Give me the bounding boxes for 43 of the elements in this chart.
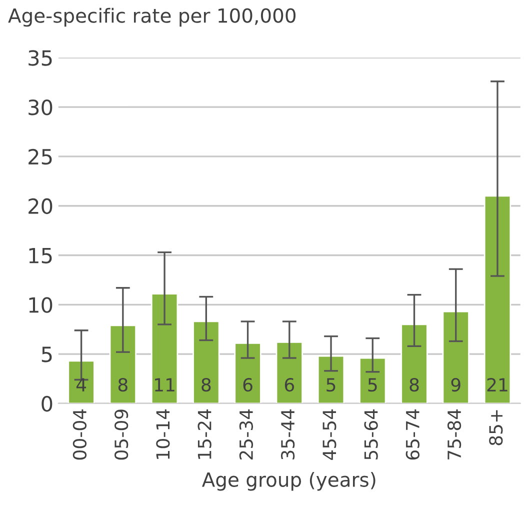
bar — [109, 324, 137, 404]
bar — [359, 357, 386, 404]
y-tick-label: 0 — [42, 396, 52, 412]
x-tick-label: 75-84 — [447, 409, 462, 460]
data-label: 4 — [76, 378, 86, 392]
x-axis-title: Age group (years) — [202, 472, 376, 491]
y-tick-label: 5 — [42, 346, 52, 362]
data-label: 21 — [487, 378, 508, 392]
x-tick-label: 85+ — [489, 410, 503, 446]
y-tick-label: 25 — [28, 148, 52, 165]
data-label: 9 — [451, 378, 460, 392]
data-label: 8 — [118, 378, 128, 392]
y-tick-label: 10 — [29, 297, 52, 313]
data-label: 6 — [243, 378, 252, 392]
bar — [68, 360, 95, 404]
y-tick-label: 20 — [28, 198, 52, 214]
data-label: 6 — [284, 378, 294, 392]
data-label: 5 — [326, 378, 336, 392]
y-tick-label: 30 — [28, 100, 52, 116]
x-tick-label: 05-09 — [114, 410, 128, 460]
bar — [192, 320, 220, 404]
y-tick-label: 35 — [28, 50, 52, 66]
bar — [150, 293, 178, 404]
x-tick-label: 35-44 — [280, 409, 295, 460]
bar — [484, 195, 512, 404]
y-axis-title: Age-specific rate per 100,000 — [8, 8, 296, 27]
x-tick-label: 10-14 — [156, 409, 170, 459]
data-label: 5 — [368, 378, 377, 392]
bar — [276, 342, 303, 404]
x-tick-label: 45-54 — [322, 409, 336, 460]
x-tick-label: 55-64 — [364, 409, 378, 460]
bar — [400, 324, 428, 404]
data-label: 8 — [202, 378, 211, 392]
bar — [317, 355, 345, 404]
y-tick-label: 15 — [29, 248, 52, 264]
x-tick-label: 15-24 — [198, 409, 212, 459]
data-label: 11 — [155, 378, 174, 392]
x-tick-label: 65-74 — [406, 409, 420, 460]
data-label: 8 — [410, 378, 419, 392]
bar — [234, 342, 262, 404]
bar — [442, 310, 470, 404]
x-tick-label: 00-04 — [72, 409, 87, 460]
x-tick-label: 25-34 — [239, 409, 254, 460]
